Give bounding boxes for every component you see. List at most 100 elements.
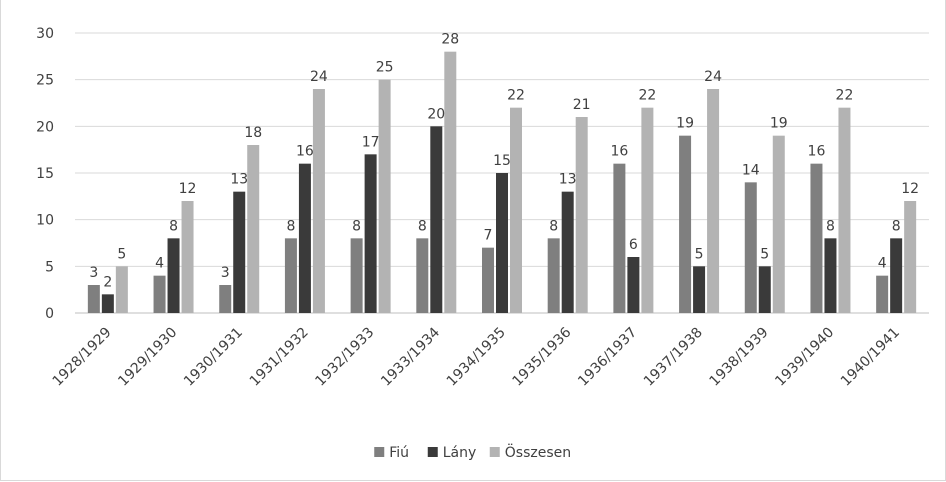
y-tick-label: 5	[45, 259, 54, 275]
bar-fiú	[876, 275, 889, 313]
data-label: 22	[836, 88, 854, 104]
data-label: 22	[638, 88, 656, 104]
x-tick-label: 1930/1931	[181, 325, 246, 390]
bar-fiú	[153, 275, 166, 313]
bar-lány	[233, 191, 246, 313]
data-label: 24	[310, 69, 328, 85]
y-tick-label: 30	[36, 26, 54, 42]
legend-label: Lány	[443, 445, 477, 461]
legend-swatch	[489, 447, 500, 457]
data-label: 8	[286, 218, 295, 234]
data-label: 8	[418, 218, 427, 234]
bar-összesen	[575, 117, 588, 313]
data-label: 15	[493, 153, 511, 169]
data-label: 24	[704, 69, 722, 85]
data-label: 20	[427, 106, 445, 122]
data-label: 8	[169, 218, 178, 234]
data-label: 16	[610, 144, 628, 160]
y-tick-label: 15	[36, 166, 54, 182]
x-axis: 1928/1929 1929/1930 1930/1931 1931/1932 1932…	[50, 324, 903, 389]
data-label: 4	[878, 256, 887, 272]
x-tick-label: 1928/1929	[50, 325, 115, 390]
legend-swatch	[427, 447, 438, 457]
bar-fiú	[613, 163, 626, 313]
data-label: 8	[352, 218, 361, 234]
data-label: 5	[695, 246, 704, 262]
x-tick-label: 1940/1941	[838, 325, 903, 390]
bar-fiú	[284, 238, 297, 313]
data-label: 18	[244, 125, 262, 141]
data-label: 5	[117, 246, 126, 262]
bar-összesen	[378, 79, 391, 314]
x-tick-label: 1935/1936	[509, 324, 574, 389]
data-label: 3	[89, 265, 98, 281]
data-label: 12	[901, 181, 919, 197]
bar-összesen	[838, 107, 851, 314]
data-label: 6	[629, 237, 638, 253]
data-label: 19	[770, 116, 788, 132]
y-tick-label: 25	[36, 73, 54, 89]
bar-fiú	[810, 163, 823, 313]
x-tick-label: 1934/1935	[444, 325, 509, 390]
bar-lány	[561, 191, 574, 313]
legend-item: Összesen	[489, 443, 571, 461]
data-label: 28	[441, 32, 459, 48]
data-label: 14	[742, 162, 760, 178]
bar-fiú	[482, 247, 494, 313]
data-label: 21	[573, 97, 591, 113]
x-tick-label: 1936/1937	[575, 325, 640, 390]
bar-lány	[890, 238, 903, 313]
bar-fiú	[744, 182, 757, 313]
bar-összesen	[181, 201, 194, 313]
bar-lány	[101, 294, 114, 313]
bar-fiú	[679, 135, 692, 313]
x-tick-label: 1939/1940	[772, 325, 837, 390]
data-label: 13	[559, 172, 577, 188]
bar-összesen	[115, 266, 128, 313]
bar-összesen	[247, 145, 260, 313]
legend-swatch	[374, 447, 385, 457]
bar-összesen	[641, 107, 654, 314]
bar-fiú	[87, 285, 100, 313]
data-label: 19	[676, 116, 694, 132]
data-label: 25	[376, 60, 394, 76]
bar-összesen	[772, 135, 785, 313]
data-labels: 3254812313188162481725820287152281321166…	[89, 32, 919, 291]
legend-item: Fiú	[374, 445, 409, 461]
data-label: 13	[230, 172, 248, 188]
bar-lány	[693, 266, 706, 313]
y-tick-label: 10	[36, 213, 54, 229]
data-label: 8	[826, 218, 835, 234]
data-label: 4	[155, 256, 164, 272]
bar-lány	[758, 266, 771, 313]
bar-fiú	[547, 238, 560, 313]
bar-lány	[298, 163, 311, 313]
y-tick-label: 20	[36, 119, 54, 135]
legend-label: Összesen	[505, 443, 571, 461]
bar-lány	[496, 173, 508, 313]
bar-összesen	[510, 107, 522, 314]
bar-fiú	[219, 285, 232, 313]
bar-lány	[430, 126, 443, 313]
legend-item: Lány	[427, 445, 477, 461]
data-label: 16	[808, 144, 826, 160]
bar-összesen	[444, 51, 457, 314]
bars	[87, 51, 917, 314]
bar-összesen	[904, 201, 917, 313]
x-tick-label: 1932/1933	[312, 325, 377, 390]
data-label: 12	[179, 181, 197, 197]
data-label: 7	[484, 228, 493, 244]
legend-label: Fiú	[389, 445, 409, 461]
data-label: 22	[507, 88, 525, 104]
bar-összesen	[707, 89, 720, 313]
bar-lány	[627, 257, 640, 313]
data-label: 5	[760, 246, 769, 262]
bar-fiú	[416, 238, 429, 313]
bar-lány	[824, 238, 837, 313]
data-label: 2	[103, 274, 112, 290]
data-label: 8	[892, 218, 901, 234]
bar-lány	[167, 238, 180, 313]
bar-fiú	[350, 238, 363, 313]
